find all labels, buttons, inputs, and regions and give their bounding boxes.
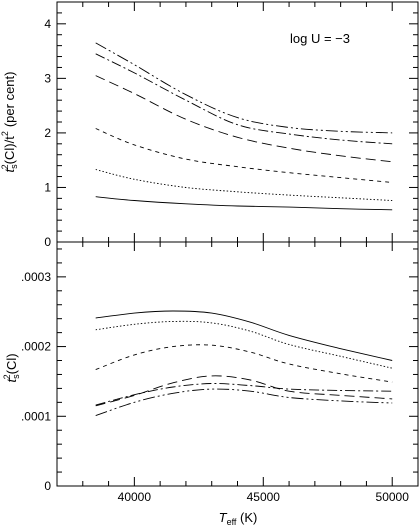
bottom-ylabel-post: (Cl) [4,353,19,374]
top-series-dashed [95,128,393,183]
bottom-ylabel-sup: 2 [2,374,12,379]
bottom-y-tick-label: 0 [44,479,51,493]
top-ylabel-sub: s [9,164,19,169]
top-y-tick-label: 0 [44,235,51,249]
top-series-dotted [95,169,393,201]
bottom-plot-frame [56,241,419,487]
top-y-axis-label: ts2(Cl)/t2(per cent) [0,72,19,173]
x-tick-label: 45000 [247,490,281,504]
top-series-dashdotdot [95,42,393,134]
top-y-tick-label: 1 [44,180,51,194]
bottom-y-axis-label: ts2(Cl) [2,353,21,382]
bottom-series-dashdotdot [95,388,393,417]
top-series-longdash [95,75,393,163]
bottom-x-tick-labels: 40000 45000 50000 [118,490,410,504]
xlabel-sub: eff [227,517,237,527]
x-axis-label: Teff (K) [219,510,258,527]
top-series-lines [95,42,393,211]
xlabel-post: (K) [236,510,257,525]
bottom-y-tick-label: .0003 [21,270,51,284]
top-series-dashdot [95,53,393,145]
top-ylabel-sup: 2 [0,164,10,169]
top-y-tick-label: 4 [44,17,51,31]
x-tick-label: 40000 [118,490,152,504]
bottom-panel: 0 .0001 .0002 .0003 40000 45000 50000 ts2(Cl)… [2,241,419,527]
annotation-logu: log U = −3 [290,31,350,46]
bottom-y-tick-label: .0002 [21,340,51,354]
bottom-ylabel-sub: s [11,374,21,379]
top-ylabel-sup2: 2 [0,131,10,136]
bottom-series-dashdot [95,383,393,406]
bottom-y-tick-label: .0001 [21,409,51,423]
xlabel-t: T [219,510,228,525]
bottom-y-tick-labels: 0 .0001 .0002 .0003 [21,270,51,493]
bottom-series-dashed [95,344,393,383]
top-y-tick-label: 3 [44,71,51,85]
top-y-tick-label: 2 [44,126,51,140]
top-ylabel-mid: (Cl)/t [2,136,17,165]
top-ylabel-post: (per cent) [2,72,17,128]
bottom-series-dotted [95,320,393,369]
bottom-series-longdash [95,375,393,407]
bottom-series-lines [95,310,393,417]
top-axis-ticks [57,1,419,243]
top-series-solid [95,196,393,211]
bottom-ylabel-t: t [4,378,19,383]
x-tick-label: 50000 [376,490,410,504]
top-y-tick-labels: 0 1 2 3 4 [44,17,51,249]
top-ylabel-t: t [2,167,17,172]
bottom-series-solid [95,310,393,361]
bottom-axis-ticks [57,242,419,487]
